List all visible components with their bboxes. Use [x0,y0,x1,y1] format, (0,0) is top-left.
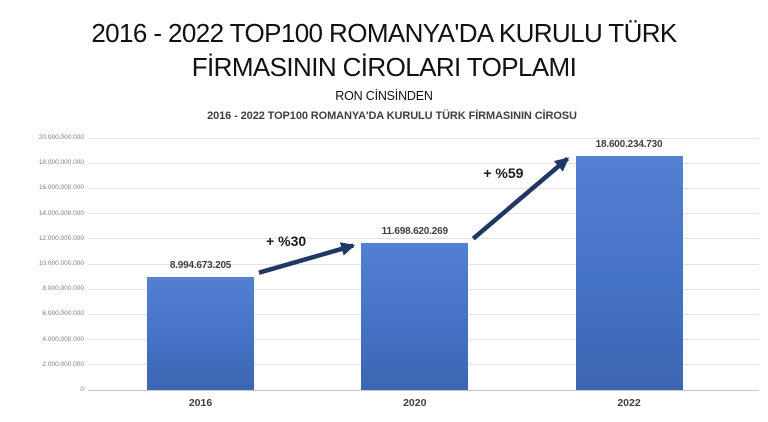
main-title-line2: FİRMASININ CİROLARI TOPLAMI [191,52,577,82]
y-axis-tick-label: 6.000.000.000 [42,310,84,318]
growth-annotation-label: + %30 [266,233,307,250]
x-axis-label: 2016 [188,397,213,409]
bar-2022 [575,155,683,390]
x-axis-label: 2020 [403,397,427,409]
gridline [88,187,759,189]
gridline [88,137,759,139]
y-axis-tick-label: 20.000.000.000 [38,134,84,141]
y-axis-tick-label: 2.000.000.000 [42,360,84,368]
chart-title: 2016 - 2022 TOP100 ROMANYA'DA KURULU TÜR… [207,110,577,122]
growth-arrow [258,242,356,275]
x-axis-label: 2022 [617,397,641,409]
growth-annotation-label: + %59 [483,164,524,181]
bar-value-label: 18.600.234.730 [595,138,663,150]
y-axis-tick-label: 14.000.000.000 [38,209,84,217]
gridline [88,238,759,240]
main-title: 2016 - 2022 TOP100 ROMANYA'DA KURULU TÜR… [0,16,768,84]
y-axis-tick-label: 10.000.000.000 [38,260,84,267]
y-axis-tick-label: 12.000.000.000 [38,234,84,242]
bar-2016 [147,276,254,390]
y-axis-tick-label: 18.000.000.000 [38,159,84,167]
y-axis-tick-label: 8.000.000.000 [42,285,84,293]
bar-value-label: 8.994.673.205 [169,259,232,271]
y-axis-tick-label: 4.000.000.000 [42,335,84,343]
gridline [88,213,759,215]
y-axis-tick-label: 16.000.000.000 [38,184,84,192]
gridline [88,162,759,164]
x-axis-line [88,389,759,391]
subtitle: RON CİNSİNDEN [335,89,433,103]
bar-2020 [361,242,469,390]
bar-value-label: 11.698.620.269 [381,225,448,237]
y-axis-tick-label: 0 [80,386,84,393]
main-title-line1: 2016 - 2022 TOP100 ROMANYA'DA KURULU TÜR… [91,18,677,48]
